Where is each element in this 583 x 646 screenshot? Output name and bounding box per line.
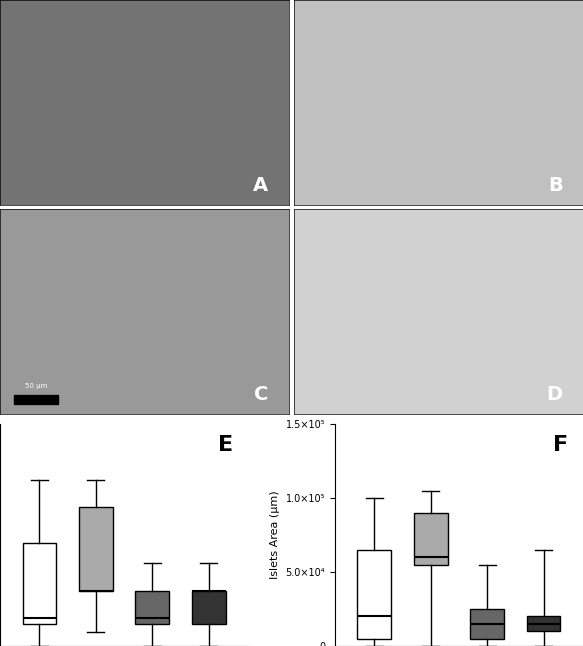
Y-axis label: Islets Area (μm): Islets Area (μm) xyxy=(270,491,280,579)
PathPatch shape xyxy=(414,513,448,565)
Text: A: A xyxy=(253,176,268,194)
PathPatch shape xyxy=(135,590,169,624)
PathPatch shape xyxy=(526,616,560,631)
Text: 50 μm: 50 μm xyxy=(25,383,47,389)
PathPatch shape xyxy=(357,550,391,639)
PathPatch shape xyxy=(470,609,504,639)
Bar xyxy=(15,395,58,404)
Text: B: B xyxy=(548,176,563,194)
PathPatch shape xyxy=(79,507,113,590)
Text: E: E xyxy=(218,435,233,455)
Text: D: D xyxy=(547,384,563,404)
PathPatch shape xyxy=(192,590,226,624)
Text: F: F xyxy=(553,435,568,455)
PathPatch shape xyxy=(23,543,57,624)
Text: C: C xyxy=(254,384,268,404)
